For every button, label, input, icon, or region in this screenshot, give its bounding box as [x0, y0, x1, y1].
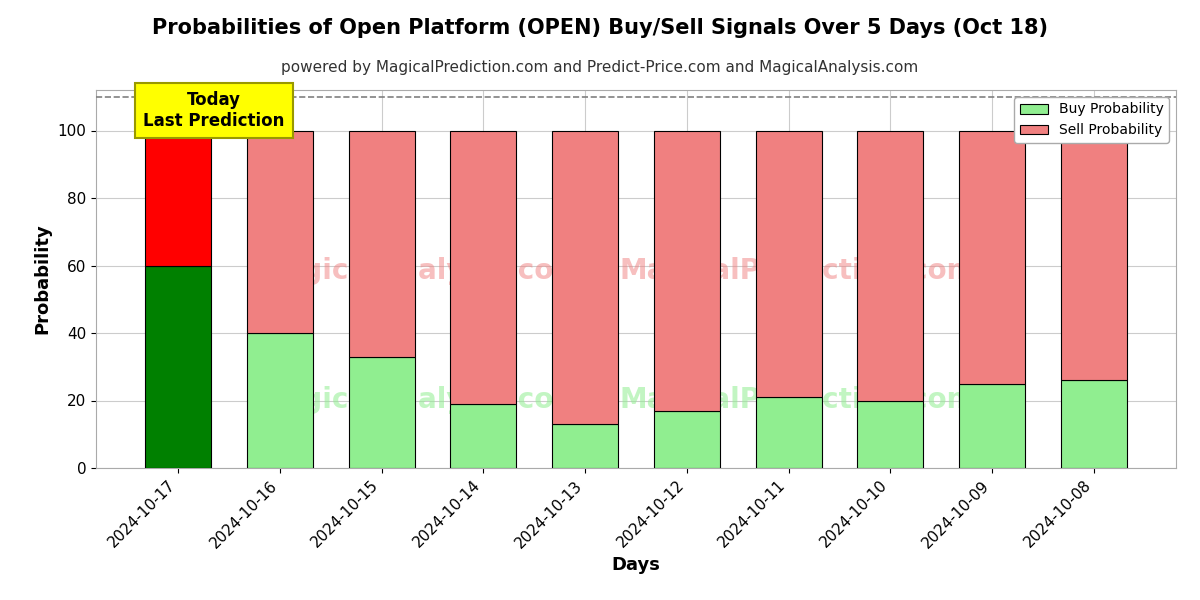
Bar — [145, 265, 211, 468]
Text: MagicalPrediction.com: MagicalPrediction.com — [619, 386, 977, 414]
Text: MagicalPrediction.com: MagicalPrediction.com — [619, 257, 977, 286]
Bar — [756, 397, 822, 468]
Y-axis label: Probability: Probability — [34, 224, 52, 334]
Bar — [247, 130, 313, 333]
Text: Today
Last Prediction: Today Last Prediction — [143, 91, 284, 130]
Bar — [959, 130, 1025, 383]
Bar — [145, 130, 211, 265]
Text: MagicalAnalysis.com: MagicalAnalysis.com — [257, 257, 583, 286]
Text: MagicalAnalysis.com: MagicalAnalysis.com — [257, 386, 583, 414]
X-axis label: Days: Days — [612, 556, 660, 574]
Bar — [857, 130, 924, 401]
Bar — [552, 424, 618, 468]
Bar — [450, 404, 516, 468]
Text: Probabilities of Open Platform (OPEN) Buy/Sell Signals Over 5 Days (Oct 18): Probabilities of Open Platform (OPEN) Bu… — [152, 18, 1048, 38]
Bar — [756, 130, 822, 397]
Bar — [348, 356, 415, 468]
Bar — [1061, 380, 1127, 468]
Legend: Buy Probability, Sell Probability: Buy Probability, Sell Probability — [1014, 97, 1169, 143]
Bar — [348, 130, 415, 356]
Bar — [247, 333, 313, 468]
Bar — [552, 130, 618, 424]
Bar — [654, 130, 720, 410]
Bar — [654, 410, 720, 468]
Bar — [857, 401, 924, 468]
Text: powered by MagicalPrediction.com and Predict-Price.com and MagicalAnalysis.com: powered by MagicalPrediction.com and Pre… — [281, 60, 919, 75]
Bar — [450, 130, 516, 404]
Bar — [1061, 130, 1127, 380]
Bar — [959, 383, 1025, 468]
